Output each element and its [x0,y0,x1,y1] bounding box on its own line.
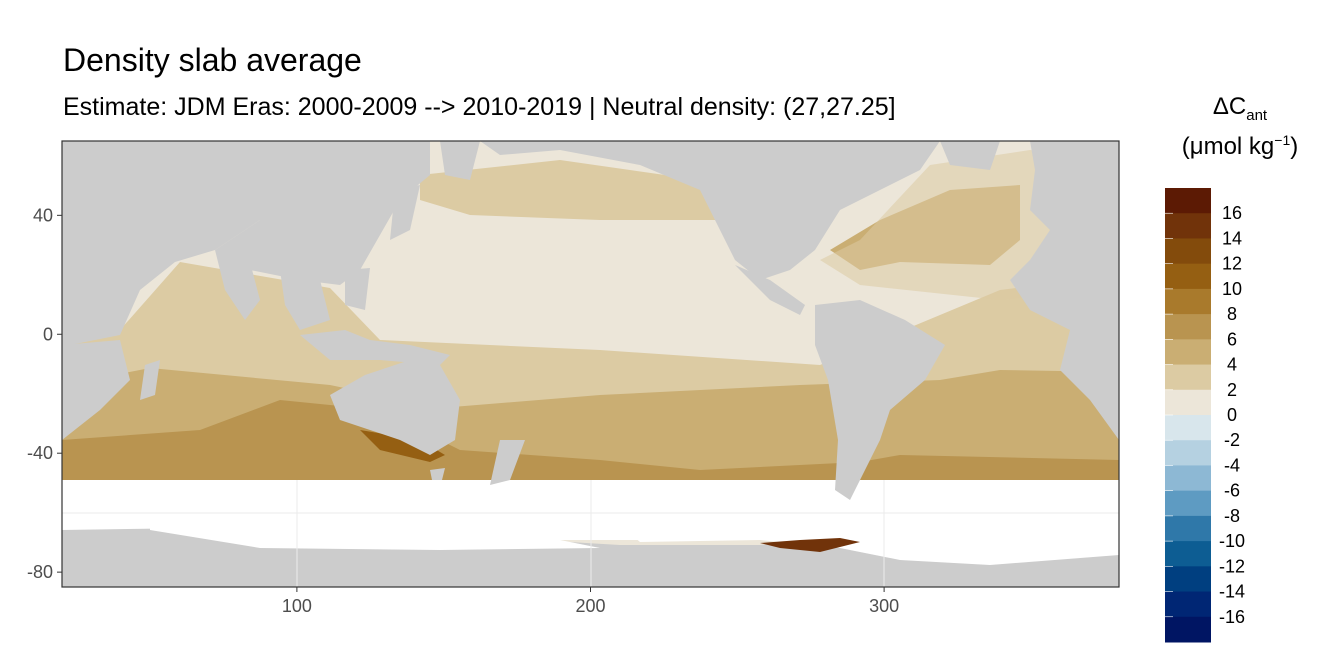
legend-swatch [1165,616,1211,643]
y-tick-label: -40 [27,443,53,463]
legend-label: 2 [1227,380,1237,400]
legend-label: 6 [1227,329,1237,349]
legend-swatch [1165,288,1211,315]
legend-label: -8 [1224,506,1240,526]
x-axis: 100 200 300 [282,587,899,616]
south-america [815,300,945,500]
legend-label: 12 [1222,254,1242,274]
legend-label: 0 [1227,405,1237,425]
legend-label: 16 [1222,203,1242,223]
legend-swatch [1165,389,1211,416]
central-america [735,265,805,315]
legend-label: -4 [1224,455,1240,475]
legend-swatch [1165,213,1211,239]
legend-label: 4 [1227,355,1237,375]
legend-label: 8 [1227,304,1237,324]
europe-africa-east [1010,141,1119,440]
legend-swatch [1165,339,1211,366]
japan [390,185,420,240]
africa [62,141,260,345]
kamchatka [440,141,480,180]
north-america [480,141,940,280]
legend-colorbar: 16 14 12 10 8 6 4 2 0 -2 -4 -6 -8 -10 -12 -14 -16 [1165,188,1245,643]
legend-swatch [1165,188,1211,214]
y-tick-label: -80 [27,562,53,582]
legend-label: -6 [1224,481,1240,501]
madagascar [140,360,160,400]
africa-south [62,340,130,440]
legend-label: 10 [1222,279,1242,299]
maritime-continent [300,330,450,365]
legend-swatch [1165,591,1211,618]
legend-label: -2 [1224,430,1240,450]
north-pacific-zone [420,160,720,220]
map-subtitle: Estimate: JDM Eras: 2000-2009 --> 2010-2… [63,93,896,121]
x-tick-label: 300 [869,596,899,616]
eurasia [62,141,430,285]
india [215,250,260,320]
legend-swatch [1165,263,1211,290]
legend-label: -16 [1219,607,1245,627]
legend-swatch [1165,415,1211,441]
legend-title-subscript: ant [1246,106,1268,124]
legend-swatch [1165,566,1211,593]
australia-south-patch [360,430,445,462]
y-axis: 40 0 -40 -80 [27,205,62,582]
ross-sea-no-data [620,512,1119,565]
philippines [345,268,370,310]
legend-unit-suffix: ) [1290,132,1299,160]
southern-band-dark [62,400,1119,480]
map-title: Density slab average [63,42,362,78]
legend-swatch [1165,515,1211,542]
legend-unit-prefix: (μmol kg [1181,132,1275,160]
legend-swatch [1165,238,1211,265]
legend-swatch [1165,364,1211,391]
new-zealand [490,440,525,485]
legend-label: -10 [1219,531,1245,551]
x-tick-label: 200 [575,596,605,616]
gridlines [62,480,1119,587]
tasmania [430,468,445,480]
legend-title: ΔCant (μmol kg−1) [1150,88,1330,166]
amundsen-patch [760,538,860,552]
legend-unit-superscript: −1 [1274,131,1291,148]
antarctic-shelf-no-data [150,515,600,550]
legend-label: -12 [1219,556,1245,576]
x-tick-label: 100 [282,596,312,616]
legend-title-symbol: ΔC [1212,93,1247,120]
legend-swatch [1165,440,1211,466]
legend-swatch [1165,490,1211,517]
legend-swatch [1165,465,1211,492]
legend-swatch [1165,314,1211,340]
y-tick-label: 0 [43,324,53,344]
legend-swatch [1165,541,1211,567]
greenland [940,141,1000,170]
y-tick-label: 40 [33,205,53,225]
australia [330,360,460,455]
legend-label: -14 [1219,582,1245,602]
southeast-asia [280,270,330,330]
legend-label: 14 [1222,228,1242,248]
